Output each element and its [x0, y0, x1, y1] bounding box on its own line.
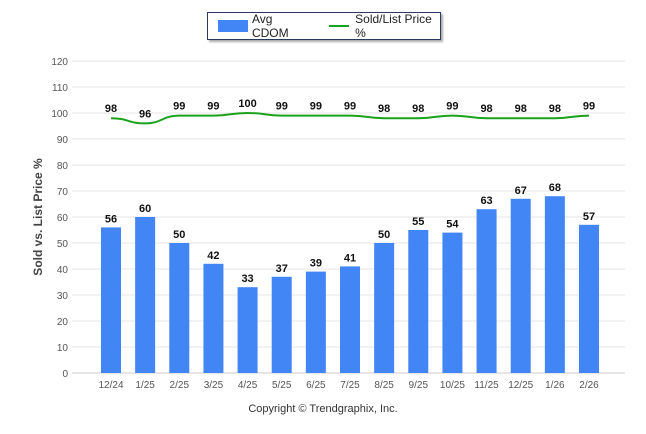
line-data-label: 99	[207, 101, 219, 113]
bar	[408, 230, 429, 373]
y-tick-label: 90	[57, 135, 69, 146]
line-data-label: 99	[173, 101, 185, 113]
y-tick-label: 60	[57, 213, 69, 224]
bar-data-label: 60	[139, 203, 151, 215]
bar	[579, 224, 599, 373]
bar-data-label: 67	[515, 185, 527, 197]
line-data-label: 99	[583, 101, 595, 113]
legend: Avg CDOM Sold/List Price %	[207, 12, 441, 40]
line-data-label: 98	[378, 103, 390, 115]
x-tick-label: 3/25	[204, 380, 224, 391]
x-tick-label: 7/25	[340, 380, 360, 391]
x-tick-label: 6/25	[306, 380, 326, 391]
x-tick-label: 5/25	[272, 380, 292, 391]
bar	[135, 217, 156, 373]
y-tick-label: 30	[57, 291, 69, 302]
bar	[340, 266, 360, 373]
bar	[237, 287, 258, 373]
y-tick-label: 10	[57, 343, 69, 354]
x-tick-label: 8/25	[374, 380, 394, 391]
y-tick-label: 70	[57, 187, 69, 198]
line-data-label: 99	[276, 101, 288, 113]
bar	[374, 243, 395, 373]
bar	[203, 263, 224, 373]
y-tick-label: 120	[51, 57, 68, 68]
bar-data-label: 39	[310, 258, 322, 270]
line-data-label: 98	[105, 103, 117, 115]
x-tick-label: 2/25	[170, 380, 190, 391]
bar-data-label: 41	[344, 252, 356, 264]
x-tick-label: 12/24	[98, 380, 123, 391]
bar	[544, 196, 565, 373]
bar	[271, 276, 292, 373]
sold-list-line	[110, 111, 590, 125]
bar	[305, 271, 326, 373]
bar	[442, 232, 463, 373]
x-tick-label: 10/25	[440, 380, 465, 391]
x-tick-label: 2/26	[579, 380, 599, 391]
bar	[169, 243, 190, 373]
bar-data-label: 55	[412, 216, 424, 228]
bar-data-label: 57	[583, 211, 595, 223]
y-tick-label: 50	[57, 239, 69, 250]
line-data-label: 98	[412, 103, 424, 115]
y-tick-label: 20	[57, 317, 69, 328]
bar	[476, 209, 497, 373]
bar-data-label: 63	[480, 195, 492, 207]
x-tick-label: 1/25	[135, 380, 155, 391]
line-data-label: 98	[480, 103, 492, 115]
bar-data-label: 50	[378, 229, 390, 241]
line-data-label: 100	[238, 98, 256, 110]
x-tick-label: 12/25	[508, 380, 533, 391]
bar-data-label: 68	[549, 182, 561, 194]
y-tick-label: 0	[62, 369, 68, 380]
x-tick-label: 9/25	[409, 380, 429, 391]
bar	[510, 198, 531, 373]
y-tick-label: 40	[57, 265, 69, 276]
y-axis-title: Sold vs. List Price %	[31, 158, 45, 276]
copyright-text: Copyright © Trendgraphix, Inc.	[248, 403, 398, 415]
line-data-label: 98	[549, 103, 561, 115]
bar-data-label: 50	[173, 229, 185, 241]
bar-data-label: 33	[241, 273, 253, 285]
line-data-label: 99	[344, 101, 356, 113]
x-tick-label: 1/26	[545, 380, 565, 391]
line-data-label: 98	[515, 103, 527, 115]
bar-data-label: 56	[105, 213, 117, 225]
y-tick-label: 110	[52, 83, 68, 94]
bar	[101, 227, 121, 373]
legend-label-sold-list: Sold/List Price %	[355, 12, 432, 40]
bar-data-label: 54	[446, 219, 459, 231]
bar-data-label: 42	[207, 250, 219, 262]
y-tick-label: 100	[51, 109, 68, 120]
line-data-label: 99	[446, 101, 458, 113]
legend-label-avg-cdom: Avg CDOM	[251, 12, 289, 40]
bar-data-label: 37	[276, 263, 288, 275]
x-tick-label: 11/25	[474, 380, 499, 391]
x-tick-label: 4/25	[238, 380, 258, 391]
line-data-label: 99	[310, 101, 322, 113]
line-data-label: 96	[139, 108, 151, 120]
legend-swatch-sold-list	[328, 25, 350, 27]
y-tick-label: 80	[57, 161, 69, 172]
legend-swatch-avg-cdom	[218, 20, 248, 32]
